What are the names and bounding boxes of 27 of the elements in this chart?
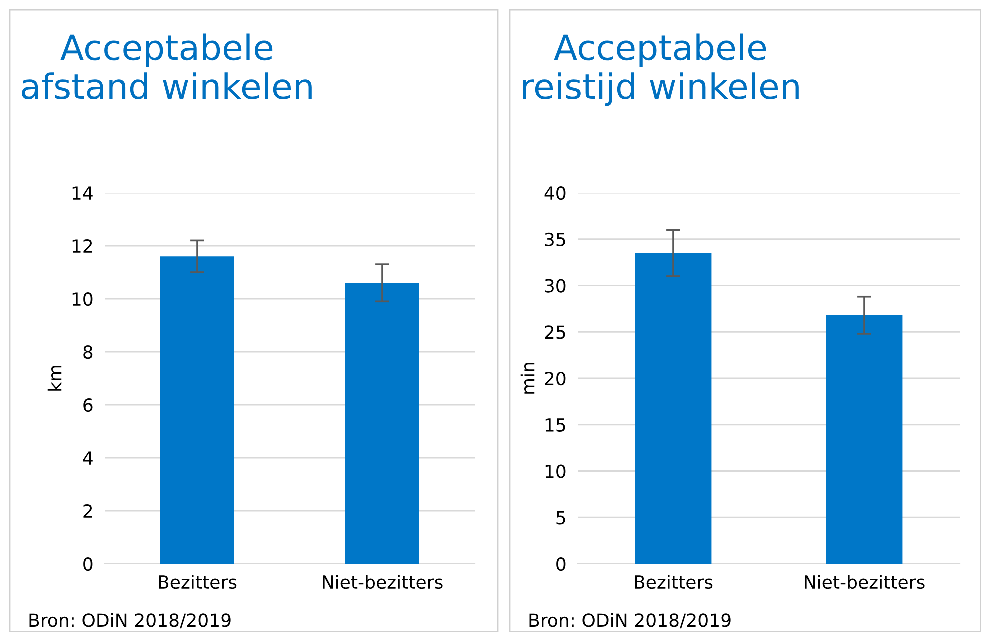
y-tick-label: 30 [545,279,566,293]
y-tick-label: 14 [72,186,93,200]
y-tick-label: 0 [556,557,566,572]
y-tick-label: 15 [546,418,566,432]
y-tick-label: 5 [556,511,566,525]
y-tick-label: 20 [545,372,566,386]
y-tick-label: 40 [544,186,566,200]
x-tick-label: Niet-bezitters [323,575,443,590]
text: Bron: ODiN 2018/2019 [530,613,731,629]
x-tick-label: Bezitters [635,575,713,590]
y-tick-label: 10 [72,292,93,306]
text: Bron: ODiN 2018/2019 [30,613,231,629]
y-tick-label: 12 [72,239,92,253]
chart-title: Acceptabele afstand winkelen [22,34,312,100]
y-tick-label: 25 [545,326,566,340]
chart-title: Acceptabele reistijd winkelen [523,34,799,106]
y-axis-title: min [520,363,535,394]
y-tick-label: 6 [84,398,93,412]
x-tick-label: Niet-bezitters [805,575,925,590]
y-axis-title: km [48,366,62,391]
y-tick-label: 8 [84,345,93,360]
y-tick-label: 10 [546,464,566,478]
x-tick-label: Bezitters [159,575,237,590]
y-tick-label: 0 [84,557,93,572]
y-tick-label: 4 [83,452,93,465]
y-tick-label: 2 [84,504,92,518]
y-tick-label: 35 [545,232,566,246]
